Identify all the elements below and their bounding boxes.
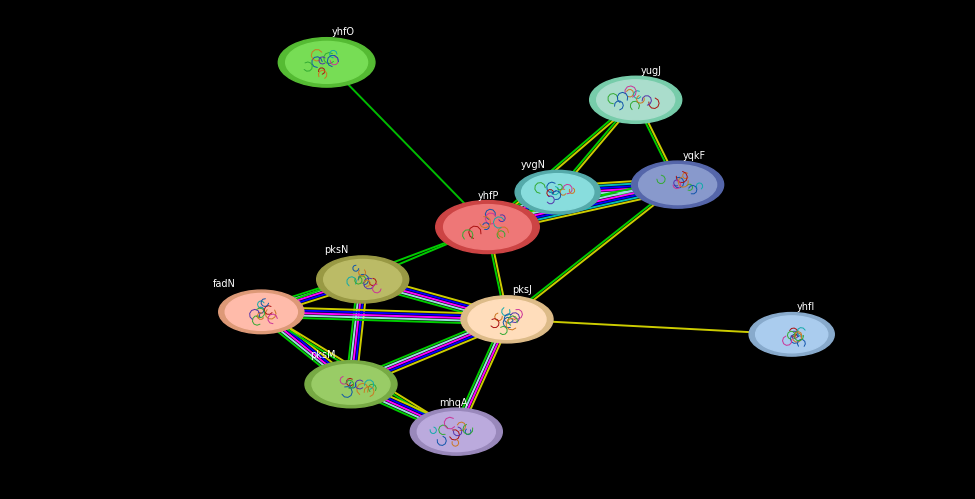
Text: pksM: pksM — [310, 350, 335, 360]
Circle shape — [436, 201, 539, 253]
Text: pksJ: pksJ — [512, 285, 531, 295]
Circle shape — [417, 412, 495, 452]
Circle shape — [286, 41, 368, 83]
Circle shape — [632, 161, 723, 208]
Circle shape — [461, 296, 553, 343]
Text: mhqA: mhqA — [439, 398, 467, 408]
Circle shape — [278, 37, 375, 87]
Text: yhfO: yhfO — [332, 27, 355, 37]
Circle shape — [444, 205, 531, 250]
Circle shape — [515, 170, 601, 214]
Circle shape — [410, 408, 502, 455]
Circle shape — [639, 165, 717, 205]
Text: yhfP: yhfP — [478, 191, 499, 201]
Circle shape — [324, 259, 402, 299]
Circle shape — [749, 312, 835, 356]
Text: yqkF: yqkF — [682, 151, 706, 161]
Text: yhfI: yhfI — [797, 302, 815, 312]
Text: yugJ: yugJ — [641, 66, 662, 76]
Text: pksN: pksN — [324, 246, 348, 255]
Circle shape — [590, 76, 682, 123]
Circle shape — [468, 299, 546, 339]
Circle shape — [317, 256, 409, 303]
Circle shape — [305, 361, 397, 408]
Text: yvgN: yvgN — [521, 160, 546, 170]
Circle shape — [225, 293, 297, 330]
Circle shape — [522, 174, 594, 211]
Circle shape — [597, 80, 675, 120]
Circle shape — [756, 316, 828, 353]
Text: fadN: fadN — [213, 279, 235, 289]
Circle shape — [312, 364, 390, 404]
Circle shape — [218, 290, 304, 334]
